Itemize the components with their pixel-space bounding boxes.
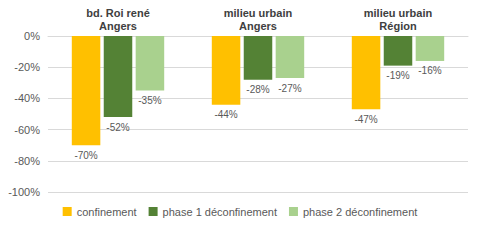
svg-text:-20%: -20% [14,61,40,73]
svg-text:phase 1 déconfinement: phase 1 déconfinement [163,206,277,218]
svg-text:-28%: -28% [246,84,269,95]
svg-text:-100%: -100% [8,186,40,198]
svg-text:milieu urbain: milieu urbain [364,7,433,19]
svg-text:-47%: -47% [354,114,377,125]
svg-text:-19%: -19% [386,70,409,81]
svg-text:-35%: -35% [138,95,161,106]
svg-text:Angers: Angers [239,20,277,32]
svg-text:-70%: -70% [74,150,97,161]
svg-text:milieu urbain: milieu urbain [224,7,293,19]
svg-text:-16%: -16% [418,65,441,76]
svg-text:phase 2 déconfinement: phase 2 déconfinement [303,206,417,218]
svg-text:0%: 0% [24,30,40,42]
svg-text:-52%: -52% [106,122,129,133]
svg-text:-40%: -40% [14,92,40,104]
svg-text:-80%: -80% [14,155,40,167]
svg-text:bd. Roi rené: bd. Roi rené [86,7,150,19]
svg-text:Angers: Angers [99,20,137,32]
svg-text:Région: Région [379,20,417,32]
svg-text:-60%: -60% [14,124,40,136]
svg-text:confinement: confinement [77,206,137,218]
svg-text:-44%: -44% [214,109,237,120]
svg-text:-27%: -27% [278,83,301,94]
